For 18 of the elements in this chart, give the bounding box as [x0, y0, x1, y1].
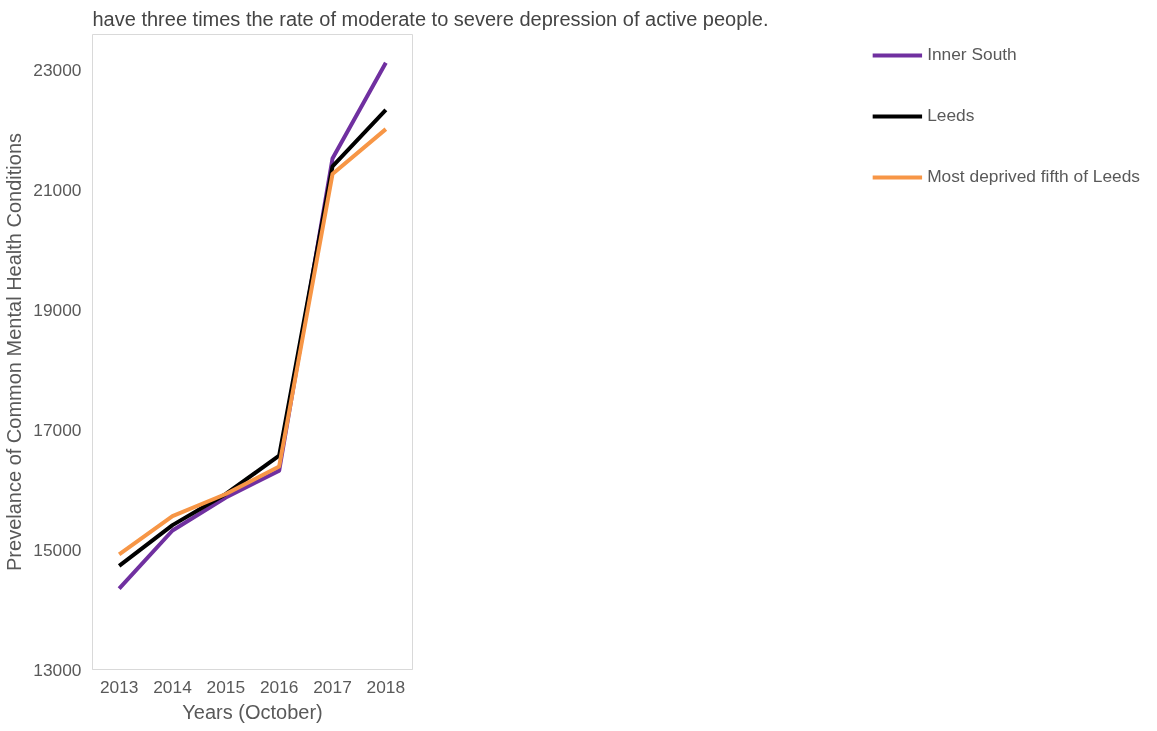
y-tick-label: 13000: [33, 659, 82, 680]
x-tick-label: 2015: [206, 676, 246, 697]
legend-label: Inner South: [927, 44, 1017, 65]
x-tick-label: 2018: [366, 676, 406, 697]
legend-label: Most deprived fifth of Leeds: [927, 166, 1140, 187]
y-axis-title: Prevelance of Common Mental Health Conditions: [3, 133, 26, 571]
y-tick-label: 15000: [33, 539, 82, 560]
y-tick-label: 19000: [33, 300, 82, 321]
x-axis-title: Years (October): [182, 700, 323, 723]
text: have three times the rate of moderate to severe depression of active people.: [92, 7, 769, 30]
x-tick-label: 2013: [99, 676, 139, 697]
x-tick-label: 2014: [153, 676, 193, 697]
x-tick-label: 2017: [313, 676, 352, 697]
x-tick-label: 2016: [259, 676, 299, 697]
y-tick-label: 21000: [33, 180, 82, 201]
legend-label: Leeds: [927, 105, 975, 126]
y-tick-label: 17000: [33, 419, 82, 440]
y-tick-label: 23000: [33, 60, 82, 81]
